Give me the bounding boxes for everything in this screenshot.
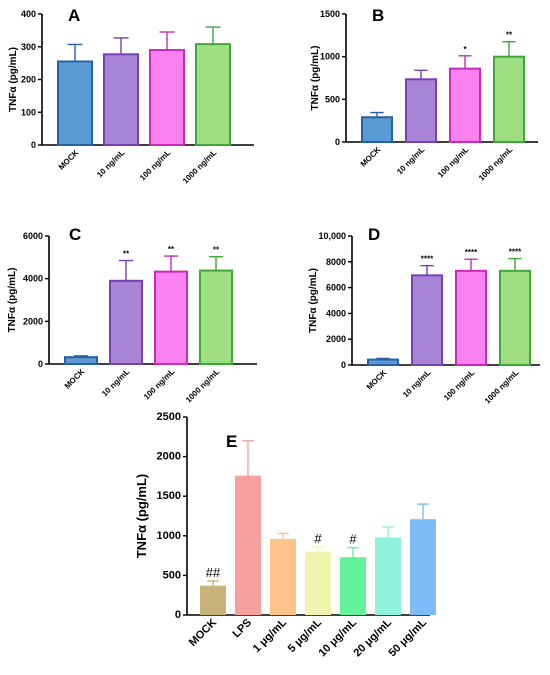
panel-c-x-tick-label: 100 ng/mL bbox=[142, 367, 176, 401]
panel-c-x-tick-label: MOCK bbox=[63, 367, 87, 391]
panel-e-y-tick-label: 0 bbox=[175, 609, 181, 621]
panel-b-y-tick-label: 500 bbox=[325, 94, 340, 104]
panel-a-x-tick-label: 10 ng/mL bbox=[95, 148, 126, 179]
panel-a-y-label: TNFα (pg/mL) bbox=[8, 47, 19, 112]
panel-e-significance-label: ## bbox=[206, 565, 221, 580]
panel-c-y-tick-label: 0 bbox=[38, 359, 43, 369]
panel-c: C 0 2000 4000 6000 TNFα (pg/mL) MOCK ** 10 ng/m… bbox=[7, 225, 257, 405]
panel-a-y-tick-label: 300 bbox=[21, 42, 36, 52]
panel-c-y-tick-label: 4000 bbox=[23, 274, 43, 284]
panel-c-bar bbox=[109, 279, 143, 365]
panel-d-y-label: TNFα (pg/mL) bbox=[308, 268, 319, 333]
panel-e-y-tick-label: 2000 bbox=[157, 451, 181, 463]
panel-b-y-label: TNFα (pg/mL) bbox=[310, 45, 321, 110]
panel-d-significance-label: **** bbox=[465, 248, 478, 257]
panel-a-y-tick-label: 0 bbox=[31, 140, 36, 150]
panel-e-bar bbox=[200, 585, 226, 615]
panel-a-x-tick-label: 100 ng/mL bbox=[138, 148, 172, 182]
panel-c-significance-label: ** bbox=[168, 245, 175, 254]
panel-e-y-label: TNFα (pg/mL) bbox=[134, 474, 149, 559]
panel-b-x-tick-label: 10 ng/mL bbox=[395, 145, 426, 176]
panel-e-y-tick-label: 500 bbox=[163, 569, 181, 581]
panel-e-y-tick-label: 1500 bbox=[157, 490, 181, 502]
panel-a: A 0 100 200 300 400 TNFα (pg/mL) MOCK 10 ng/mL 1… bbox=[8, 6, 254, 186]
panel-e-significance-label: # bbox=[349, 532, 357, 547]
panel-e-y-tick-label: 2500 bbox=[157, 411, 181, 423]
panel-b-bar bbox=[405, 78, 437, 143]
panel-e-x-tick-label: LPS bbox=[230, 617, 254, 641]
panel-e-bar bbox=[235, 475, 261, 615]
panel-e-bar bbox=[375, 537, 401, 615]
panel-e-significance-label: # bbox=[314, 531, 322, 546]
panel-c-x-tick-label: 1000 ng/mL bbox=[184, 367, 222, 405]
panel-b: B 0 500 1000 1500 TNFα (pg/mL) MOCK 10 ng/mL * 1… bbox=[310, 6, 538, 183]
panel-a-y-tick-label: 200 bbox=[21, 75, 36, 85]
panel-e-label: E bbox=[226, 432, 237, 451]
panel-e-y-tick-label: 1000 bbox=[157, 530, 181, 542]
panel-b-y-tick-label: 0 bbox=[335, 137, 340, 147]
panel-e-x-tick-label: 1 μg/mL bbox=[251, 616, 290, 655]
panel-b-bar bbox=[449, 67, 481, 143]
panel-b-label: B bbox=[372, 6, 384, 25]
panel-a-x-tick-label: 1000 ng/mL bbox=[181, 148, 219, 186]
panel-c-y-tick-label: 6000 bbox=[23, 231, 43, 241]
panel-d-bar bbox=[499, 269, 531, 366]
panel-d-bar bbox=[411, 274, 443, 366]
panel-d-x-tick-label: 100 ng/mL bbox=[442, 368, 476, 402]
panel-e-bar bbox=[305, 551, 331, 615]
panel-d-y-tick-label: 10,000 bbox=[318, 231, 346, 241]
panel-e-x-tick-label: MOCK bbox=[187, 617, 219, 649]
panel-d-bar bbox=[367, 358, 399, 367]
panel-b-y-tick-label: 1000 bbox=[320, 52, 340, 62]
panel-a-y-tick-label: 100 bbox=[21, 107, 36, 117]
panel-e-x-tick-label: 50 μg/mL bbox=[386, 616, 429, 659]
panel-c-bar bbox=[154, 270, 188, 366]
panel-e-bar bbox=[410, 519, 436, 615]
panel-a-bar bbox=[103, 53, 139, 146]
panel-a-bar bbox=[195, 43, 231, 147]
panel-b-bar bbox=[361, 116, 393, 143]
panel-c-significance-label: ** bbox=[213, 246, 220, 255]
panel-e-bar bbox=[340, 557, 366, 615]
panel-d-y-tick-label: 8000 bbox=[326, 257, 346, 267]
panel-c-bar bbox=[199, 269, 233, 365]
panel-b-x-tick-label: 100 ng/mL bbox=[436, 145, 470, 179]
panel-b-significance-label: * bbox=[463, 45, 467, 54]
panel-a-bar bbox=[57, 60, 93, 146]
panel-a-y-tick-label: 400 bbox=[21, 9, 36, 19]
panel-b-significance-label: ** bbox=[506, 31, 513, 40]
panel-d: D 0 2000 4000 6000 8000 10,000 TNFα (pg/mL) MOC… bbox=[308, 225, 540, 406]
panel-b-x-tick-label: MOCK bbox=[359, 145, 383, 169]
panel-e-bar bbox=[270, 538, 296, 615]
panel-d-label: D bbox=[368, 225, 380, 244]
panel-a-bar bbox=[149, 49, 185, 146]
panel-d-significance-label: **** bbox=[421, 255, 434, 264]
panel-b-bar bbox=[493, 55, 525, 144]
panel-d-significance-label: **** bbox=[509, 248, 522, 257]
panel-b-x-tick-label: 1000 ng/mL bbox=[477, 145, 515, 183]
panel-c-label: C bbox=[69, 225, 81, 244]
panel-c-significance-label: ** bbox=[123, 250, 130, 259]
panel-d-y-tick-label: 2000 bbox=[326, 334, 346, 344]
panel-c-bar bbox=[64, 356, 98, 366]
panel-d-x-tick-label: MOCK bbox=[365, 368, 389, 392]
panel-a-label: A bbox=[68, 6, 80, 25]
panel-d-bar bbox=[455, 269, 487, 366]
panel-d-y-tick-label: 4000 bbox=[326, 308, 346, 318]
panel-a-x-tick-label: MOCK bbox=[57, 148, 81, 172]
panel-d-x-tick-label: 10 ng/mL bbox=[401, 368, 432, 399]
panel-d-y-tick-label: 0 bbox=[341, 360, 346, 370]
panel-b-y-tick-label: 1500 bbox=[320, 9, 340, 19]
panel-c-y-tick-label: 2000 bbox=[23, 316, 43, 326]
panel-c-y-label: TNFα (pg/mL) bbox=[7, 267, 18, 332]
panel-c-x-tick-label: 10 ng/mL bbox=[100, 367, 131, 398]
panel-d-x-tick-label: 1000 ng/mL bbox=[483, 368, 521, 406]
panel-d-y-tick-label: 6000 bbox=[326, 283, 346, 293]
